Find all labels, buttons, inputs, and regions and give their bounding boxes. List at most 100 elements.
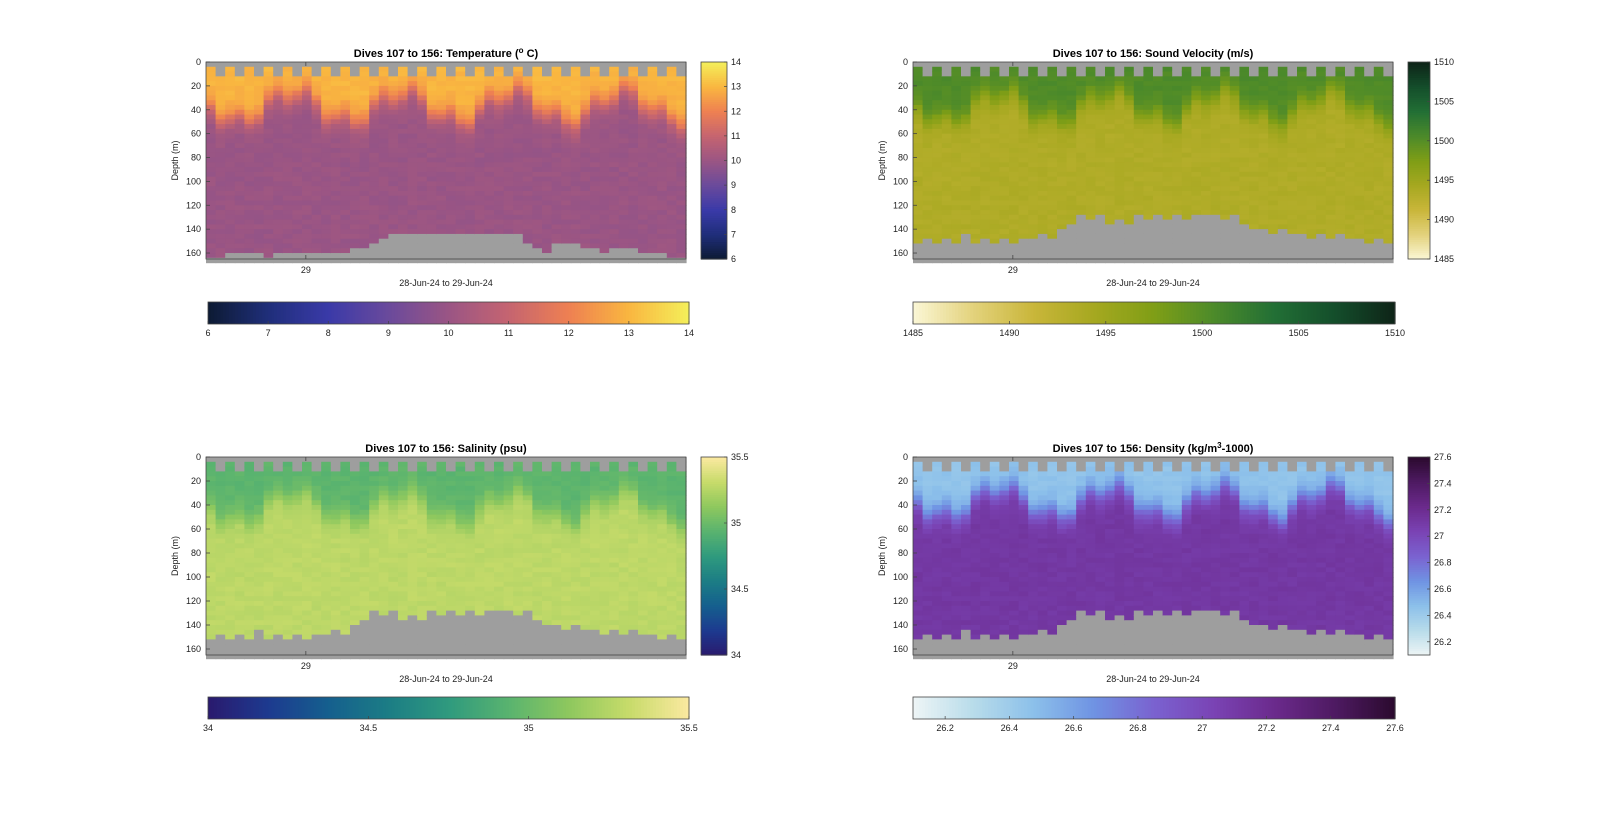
heatmap-cell [465,62,476,68]
heatmap-cell [1258,90,1269,97]
colorbar-frame [912,301,1396,325]
heatmap-cell [407,138,418,144]
heatmap-cell [1066,162,1077,168]
colorbar-segment [304,302,308,324]
heatmap-cell [503,114,514,120]
heatmap-cell [1268,162,1279,168]
heatmap-cell [1316,243,1327,249]
heatmap-cell [417,186,428,192]
heatmap-cell [1191,219,1202,225]
heatmap-cell [570,176,581,182]
heatmap-cell [551,167,562,173]
colorbar-segment [1132,302,1137,324]
colorbar-segment [701,110,727,113]
heatmap-cell [1066,200,1077,206]
heatmap-cell [1162,219,1173,225]
heatmap-cell [426,138,437,144]
heatmap-cell [1085,133,1096,140]
heatmap-cell [922,229,933,235]
heatmap-cell [1220,95,1231,101]
heatmap-cell [225,620,236,626]
heatmap-cell [340,214,351,221]
heatmap-cell [1306,119,1317,125]
heatmap-cell [1201,62,1212,68]
heatmap-cell [1172,253,1183,259]
heatmap-cell [407,143,418,149]
heatmap-cell [484,124,495,130]
colorbar-segment [701,223,727,227]
heatmap-cell [1258,205,1269,211]
heatmap-cell [1162,243,1173,249]
colorbar-segment [604,302,609,324]
heatmap-cell [234,229,245,235]
heatmap-cell [1162,210,1173,216]
heatmap-cell [340,66,351,73]
heatmap-cell [989,214,1000,221]
heatmap-cell [273,257,284,264]
heatmap-cell [1143,104,1154,111]
heatmap-cell [666,248,677,254]
heatmap-cell [1085,104,1096,111]
heatmap-cell [1018,186,1029,192]
heatmap-cell [961,85,972,92]
heatmap-cell [1037,66,1048,73]
heatmap-cell [1009,205,1020,211]
heatmap-cell [206,514,217,520]
heatmap-cell [1268,81,1279,87]
colorbar-segment [397,302,401,324]
heatmap-cell [225,114,236,120]
heatmap-cell [1124,214,1135,221]
heatmap-cell [932,157,943,163]
heatmap-cell [398,181,409,187]
heatmap-cell [465,81,476,87]
heatmap-cell [206,634,217,640]
heatmap-cell [225,128,236,135]
colorbar-segment [1408,123,1430,127]
colorbar-segment [439,302,444,324]
heatmap-cell [570,214,581,221]
heatmap-cell [465,95,476,101]
heatmap-cell [1133,238,1144,245]
heatmap-cell [1316,162,1327,168]
colorbar-segment [1334,302,1339,324]
heatmap-cell [532,253,543,259]
heatmap-cell [494,176,505,182]
heatmap-cell [407,167,418,173]
heatmap-cell [273,152,284,159]
heatmap-cell [1133,138,1144,144]
heatmap-cell [590,104,601,111]
heatmap-cell [980,210,991,216]
heatmap-cell [263,176,274,182]
heatmap-cell [455,224,466,230]
heatmap-cell [1220,133,1231,140]
heatmap-cell [1220,257,1231,264]
heatmap-cell [282,238,293,245]
heatmap-cell [1066,243,1077,249]
colorbar-segment [1078,302,1083,324]
heatmap-cell [359,128,370,135]
heatmap-cell [1133,224,1144,230]
heatmap-cell [1258,109,1269,116]
heatmap-cell [1335,205,1346,211]
heatmap-cell [1114,100,1125,106]
heatmap-cell [1229,257,1240,264]
heatmap-cell [647,138,658,144]
heatmap-cell [1373,138,1384,144]
heatmap-cell [1249,167,1260,173]
heatmap-cell [206,533,217,540]
heatmap-cell [676,76,687,82]
heatmap-cell [215,620,226,626]
heatmap-cell [215,214,226,221]
heatmap-cell [522,104,533,111]
heatmap-cell [503,167,514,173]
heatmap-cell [244,210,255,216]
heatmap-cell [1316,200,1327,206]
heatmap-cell [580,190,591,197]
heatmap-cell [590,233,601,240]
heatmap-cell [666,157,677,163]
heatmap-cell [225,581,236,588]
colorbar-segment [1408,75,1430,78]
heatmap-cell [292,157,303,163]
colorbar-segment [1325,302,1330,324]
heatmap-cell [215,62,226,68]
